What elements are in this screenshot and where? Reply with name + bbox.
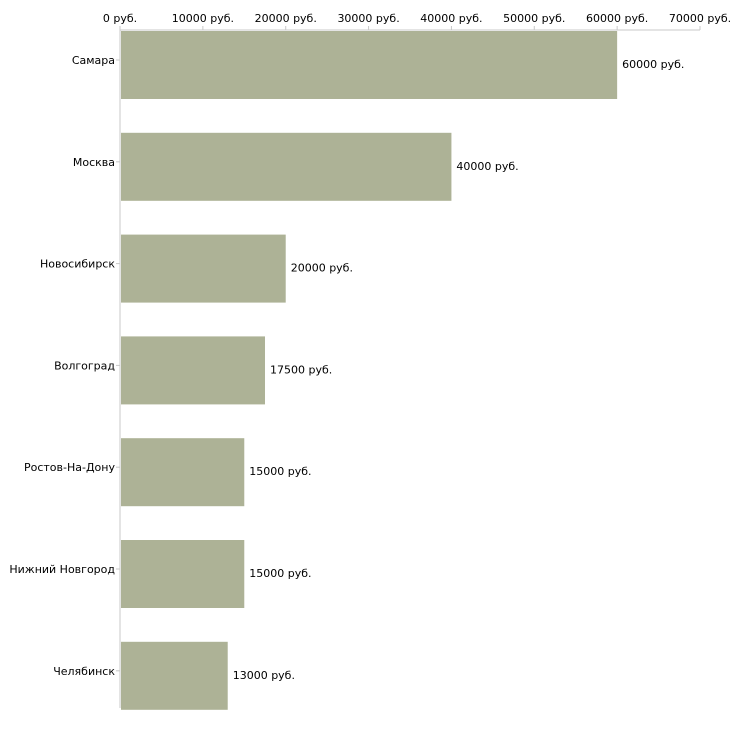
bar[interactable] (121, 641, 228, 710)
x-tick-label: 60000 руб. (586, 12, 648, 25)
x-tick-label: 20000 руб. (255, 12, 317, 25)
x-tick-label: 30000 руб. (337, 12, 399, 25)
axis-layer: 0 руб. 10000 руб. 20000 руб. 30000 руб. 4000… (103, 12, 730, 708)
x-tick-label: 0 руб. (103, 12, 137, 25)
bar[interactable] (121, 234, 286, 303)
category-label: Волгоград (54, 359, 115, 372)
value-label: 13000 руб. (233, 669, 295, 682)
value-label: 15000 руб. (249, 465, 311, 478)
category-label: Ростов-На-Дону (24, 461, 115, 474)
bar[interactable] (121, 31, 618, 99)
bar-layer (121, 31, 618, 710)
x-tick-label: 10000 руб. (172, 12, 234, 25)
category-label: Самара (72, 54, 115, 67)
category-label: Новосибирск (40, 258, 115, 271)
label-layer: Самара 60000 руб. Москва 40000 руб. Новосиби… (9, 54, 684, 682)
category-label: Нижний Новгород (9, 563, 115, 576)
value-label: 60000 руб. (622, 58, 684, 71)
value-label: 15000 руб. (249, 567, 311, 580)
x-tick-label: 50000 руб. (503, 12, 565, 25)
bar[interactable] (121, 336, 265, 405)
bar[interactable] (121, 438, 245, 507)
category-label: Челябинск (53, 665, 115, 678)
value-label: 20000 руб. (291, 262, 353, 275)
category-label: Москва (73, 156, 115, 169)
value-label: 40000 руб. (456, 160, 518, 173)
x-tick-label: 70000 руб. (669, 12, 730, 25)
value-label: 17500 руб. (270, 363, 332, 376)
bar[interactable] (121, 132, 452, 201)
bar[interactable] (121, 540, 245, 608)
x-tick-label: 40000 руб. (420, 12, 482, 25)
